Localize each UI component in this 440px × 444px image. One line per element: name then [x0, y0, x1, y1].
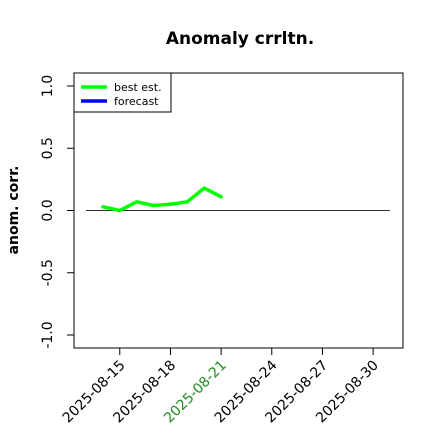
x-axis: 2025-08-152025-08-182025-08-212025-08-24… [60, 348, 382, 426]
legend-label: forecast [114, 95, 159, 108]
y-axis: -1.0 -0.5 0.0 0.5 1.0 [40, 75, 74, 349]
series-line-best-est [101, 186, 223, 213]
plot-frame [73, 72, 404, 349]
y-axis-label: anom. corr. [6, 166, 22, 255]
y-tick-label: -0.5 [40, 259, 56, 286]
y-tick-label: -1.0 [40, 321, 56, 348]
y-tick-label: 0.0 [40, 199, 56, 221]
legend-label: best est. [114, 81, 162, 94]
chart-title: Anomaly crrltn. [166, 29, 314, 49]
legend: best est.forecast [73, 72, 172, 113]
y-tick-label: 0.5 [40, 137, 56, 159]
y-tick-label: 1.0 [40, 75, 56, 97]
plot-area [86, 186, 390, 213]
legend-box [73, 72, 172, 113]
